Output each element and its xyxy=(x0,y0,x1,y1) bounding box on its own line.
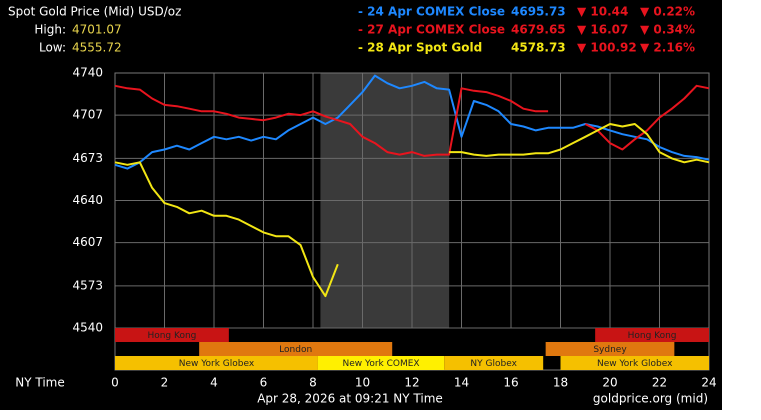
series-line xyxy=(114,84,710,157)
legend-name: - 27 Apr COMEX Close xyxy=(358,23,505,37)
footer: Apr 28, 2026 at 09:21 NY Time xyxy=(257,392,443,406)
session-bar xyxy=(545,342,675,356)
x-tick-label: 10 xyxy=(355,376,370,390)
stat-value: 4701.07 xyxy=(72,23,122,37)
x-tick-label: 14 xyxy=(454,376,469,390)
x-tick-label: 0 xyxy=(111,376,119,390)
legend-price: 4679.65 xyxy=(511,23,566,37)
session-label: Hong Kong xyxy=(147,331,196,341)
session-label: Hong Kong xyxy=(628,331,677,341)
session-bar xyxy=(115,328,229,342)
y-tick-label: 4640 xyxy=(72,193,103,207)
session-label: New York Globex xyxy=(597,359,673,369)
session-label: New York COMEX xyxy=(343,359,420,369)
x-axis-label: NY Time xyxy=(15,376,65,390)
session-label: Sydney xyxy=(593,345,627,355)
y-tick-label: 4707 xyxy=(72,108,103,122)
y-tick-label: 4540 xyxy=(72,321,103,335)
legend-name: - 24 Apr COMEX Close xyxy=(358,5,505,19)
session-bar xyxy=(560,356,709,370)
session-label: London xyxy=(279,345,312,355)
x-tick-label: 8 xyxy=(309,376,317,390)
chart: Spot Gold Price (Mid) USD/oz High: 4701.… xyxy=(0,0,722,410)
session-label: NY Globex xyxy=(470,359,517,369)
stat-label: Low: xyxy=(39,41,66,55)
session-bar xyxy=(317,356,445,370)
x-tick-label: 2 xyxy=(161,376,169,390)
legend-percent: ▼ 0.34% xyxy=(640,23,695,37)
x-tick-label: 12 xyxy=(404,376,419,390)
session-label: New York Globex xyxy=(179,359,255,369)
chart-title: Spot Gold Price (Mid) USD/oz xyxy=(8,5,181,19)
series-line xyxy=(114,123,710,298)
x-tick-label: 20 xyxy=(602,376,617,390)
x-tick-label: 6 xyxy=(260,376,268,390)
session-bar xyxy=(199,342,393,356)
legend-price: 4578.73 xyxy=(511,41,566,55)
x-tick-label: 24 xyxy=(701,376,716,390)
x-tick-label: 16 xyxy=(503,376,518,390)
legend-change: ▼ 100.92 xyxy=(577,41,637,55)
y-tick-label: 4740 xyxy=(72,66,103,80)
legend-price: 4695.73 xyxy=(511,5,566,19)
session-bar xyxy=(115,356,318,370)
legend-change: ▼ 10.44 xyxy=(577,5,628,19)
stat-label: High: xyxy=(34,23,66,37)
x-tick-label: 18 xyxy=(553,376,568,390)
legend-percent: ▼ 0.22% xyxy=(640,5,695,19)
y-tick-label: 4607 xyxy=(72,235,103,249)
session-bar xyxy=(444,356,544,370)
y-tick-label: 4573 xyxy=(72,278,103,292)
source: goldprice.org (mid) xyxy=(593,392,708,406)
stat-value: 4555.72 xyxy=(72,41,122,55)
session-bar xyxy=(595,328,709,342)
x-tick-label: 22 xyxy=(652,376,667,390)
legend-name: - 28 Apr Spot Gold xyxy=(358,41,482,55)
y-tick-label: 4673 xyxy=(72,151,103,165)
legend-percent: ▼ 2.16% xyxy=(640,41,695,55)
x-tick-label: 4 xyxy=(210,376,218,390)
legend-change: ▼ 16.07 xyxy=(577,23,628,37)
series-line xyxy=(114,74,710,170)
